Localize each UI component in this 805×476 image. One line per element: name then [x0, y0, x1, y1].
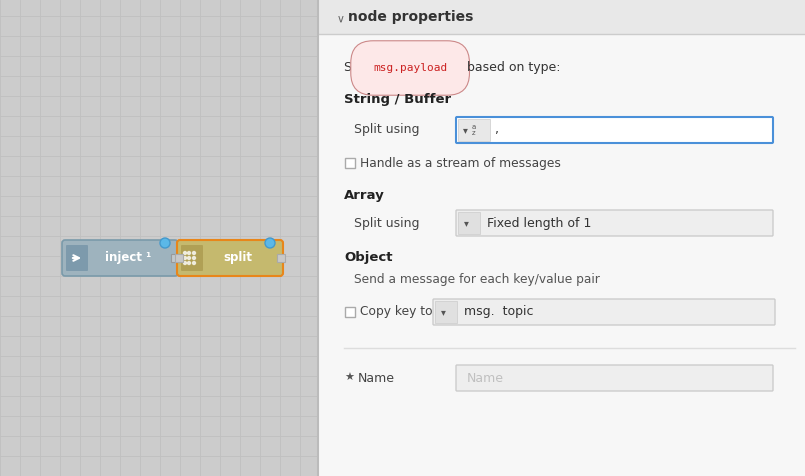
- Text: a: a: [472, 124, 477, 130]
- FancyBboxPatch shape: [177, 240, 283, 276]
- Text: ▾: ▾: [464, 218, 469, 228]
- Circle shape: [184, 257, 187, 259]
- Circle shape: [265, 238, 275, 248]
- FancyBboxPatch shape: [456, 117, 773, 143]
- Text: split: split: [224, 251, 253, 265]
- Bar: [0, 0, 318, 476]
- Bar: [175, 254, 183, 262]
- Text: msg.  topic: msg. topic: [464, 306, 534, 318]
- Text: Split: Split: [344, 61, 376, 75]
- Text: Object: Object: [344, 251, 393, 265]
- Text: ▾: ▾: [441, 307, 446, 317]
- Bar: [318, 0, 805, 34]
- Text: msg.payload: msg.payload: [373, 63, 448, 73]
- Text: Copy key to: Copy key to: [360, 306, 432, 318]
- Text: ▾: ▾: [463, 125, 468, 135]
- Text: Fixed length of 1: Fixed length of 1: [487, 217, 592, 229]
- Text: ★: ★: [344, 373, 354, 383]
- Text: inject ¹: inject ¹: [105, 251, 151, 265]
- Text: ∧: ∧: [334, 12, 342, 22]
- Circle shape: [188, 251, 191, 255]
- FancyBboxPatch shape: [458, 212, 480, 234]
- Circle shape: [184, 261, 187, 265]
- FancyBboxPatch shape: [66, 245, 88, 271]
- Bar: [318, 0, 805, 476]
- Text: Split using: Split using: [354, 217, 419, 229]
- Circle shape: [192, 261, 196, 265]
- Text: Split using: Split using: [354, 123, 419, 137]
- Text: z: z: [472, 130, 476, 136]
- Text: Array: Array: [344, 188, 385, 201]
- FancyBboxPatch shape: [456, 365, 773, 391]
- Text: based on type:: based on type:: [463, 61, 560, 75]
- Text: Name: Name: [358, 371, 395, 385]
- Text: Name: Name: [467, 371, 504, 385]
- Circle shape: [188, 257, 191, 259]
- Circle shape: [192, 257, 196, 259]
- Text: Send a message for each key/value pair: Send a message for each key/value pair: [354, 274, 600, 287]
- Circle shape: [188, 261, 191, 265]
- Circle shape: [192, 251, 196, 255]
- Text: node properties: node properties: [348, 10, 473, 24]
- FancyBboxPatch shape: [435, 301, 457, 323]
- FancyBboxPatch shape: [458, 119, 490, 141]
- FancyBboxPatch shape: [62, 240, 178, 276]
- FancyBboxPatch shape: [456, 210, 773, 236]
- Bar: [171, 254, 179, 262]
- Text: String / Buffer: String / Buffer: [344, 93, 451, 107]
- Text: Handle as a stream of messages: Handle as a stream of messages: [360, 157, 561, 169]
- Text: ,: ,: [495, 123, 499, 137]
- Bar: [277, 254, 285, 262]
- Bar: [345, 158, 355, 168]
- Circle shape: [160, 238, 170, 248]
- FancyBboxPatch shape: [181, 245, 203, 271]
- Circle shape: [184, 251, 187, 255]
- FancyBboxPatch shape: [433, 299, 775, 325]
- Bar: [345, 307, 355, 317]
